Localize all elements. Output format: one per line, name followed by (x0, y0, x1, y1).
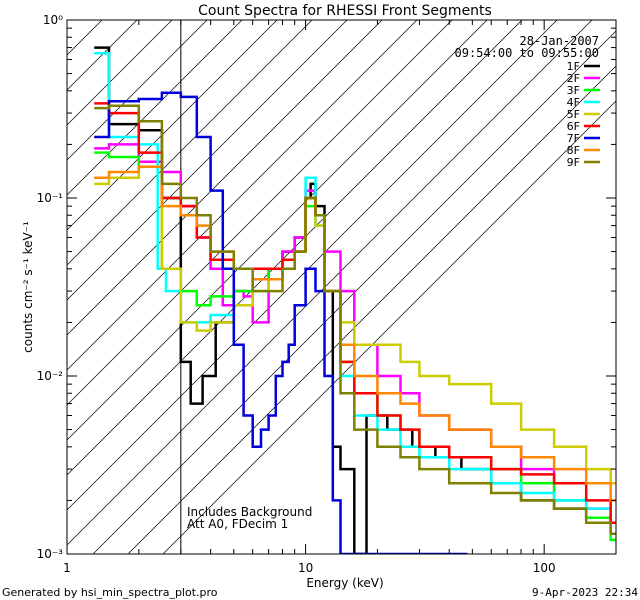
x-tick-label: 10 (298, 561, 313, 575)
chart-title: Count Spectra for RHESSI Front Segments (198, 3, 492, 19)
hatch-line (127, 65, 616, 554)
hatch-line (67, 20, 313, 266)
footer-timestamp: 9-Apr-2023 22:34 (532, 586, 638, 599)
hatch-line (67, 20, 243, 196)
legend-label-2f: 2F (567, 72, 580, 85)
axis-ticks: 1 10 100 10⁰ 10⁻¹ 10⁻² 10⁻³ (37, 13, 617, 575)
annotation-background: Includes Background (187, 505, 312, 519)
hatch-line (67, 20, 418, 371)
date-label: 28-Jan-2007 (520, 34, 599, 48)
series-line-5f (94, 165, 616, 485)
series-line-9f (94, 104, 616, 535)
y-tick-label: 10⁻¹ (37, 191, 64, 205)
hatch-line (67, 20, 453, 406)
hatch-line (67, 20, 278, 231)
footer-generated-by: Generated by hsi_min_spectra_plot.pro (2, 586, 218, 599)
y-axis-label: counts cm⁻² s⁻¹ keV⁻¹ (21, 221, 35, 353)
y-tick-label: 10⁻³ (37, 547, 64, 561)
hatch-line (92, 30, 616, 554)
x-axis-label: Energy (keV) (306, 576, 383, 590)
series-line-7f (94, 91, 468, 554)
x-tick-label: 1 (63, 561, 71, 575)
hatch-line (162, 100, 616, 554)
legend-label-1f: 1F (567, 60, 580, 73)
time-range-label: 09:54:00 to 09:55:00 (455, 46, 600, 60)
annotation-attenuator: Att A0, FDecim 1 (187, 517, 288, 531)
excluded-region-hatch (67, 20, 616, 554)
hatch-line (67, 20, 383, 336)
legend-label-4f: 4F (567, 96, 580, 109)
legend-label-9f: 9F (567, 156, 580, 169)
series-line-4f (94, 52, 616, 524)
hatch-line (67, 20, 348, 301)
hatch-line (67, 20, 208, 161)
plot-frame (66, 19, 617, 555)
x-tick-label: 100 (533, 561, 556, 575)
y-tick-label: 10⁻² (37, 369, 64, 383)
legend-label-6f: 6F (567, 120, 580, 133)
legend-label-8f: 8F (567, 144, 580, 157)
hatch-line (67, 20, 103, 56)
hatch-line (67, 20, 488, 441)
y-tick-label: 10⁰ (43, 13, 63, 27)
series-group (94, 46, 616, 554)
hatch-line (67, 20, 558, 511)
legend-label-7f: 7F (567, 132, 580, 145)
hatch-line (67, 20, 173, 126)
hatch-line (67, 20, 523, 476)
legend-label-3f: 3F (567, 84, 580, 97)
legend-label-5f: 5F (567, 108, 580, 121)
